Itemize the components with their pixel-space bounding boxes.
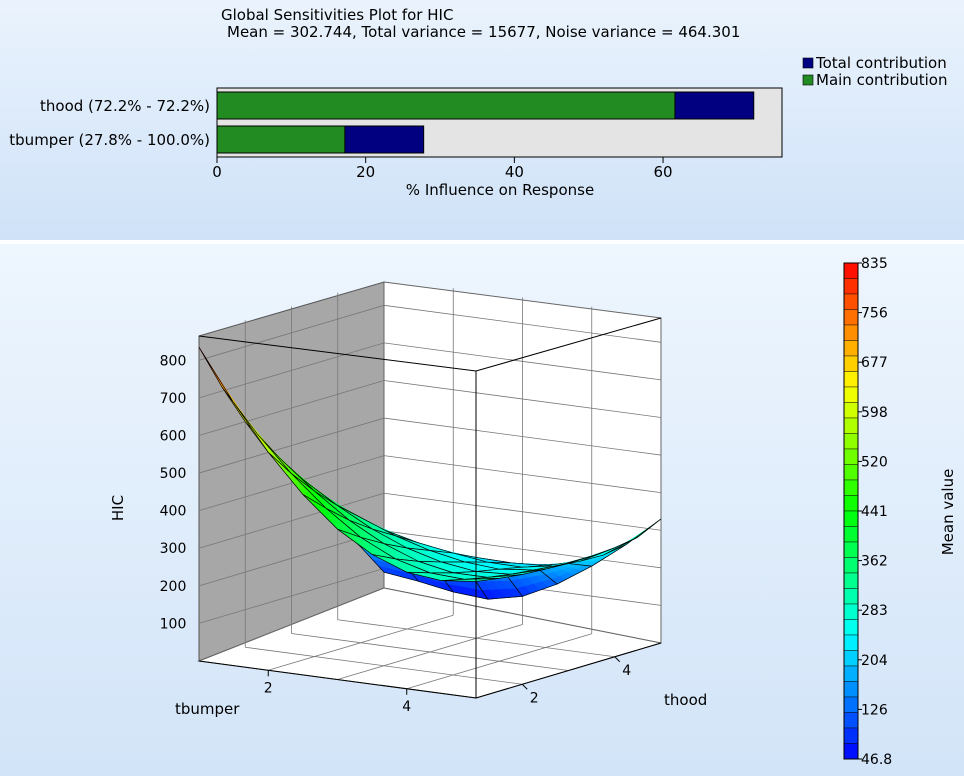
tbumper-tick-label-0: 2 (264, 680, 273, 696)
z-tick-label-4: 500 (160, 466, 187, 482)
colorbar: 835 756 677 598 520 441 362 283 204 126 46.8 (844, 256, 892, 768)
colorbar-tick-label-0: 835 (861, 256, 888, 272)
colorbar-tick-label-8: 204 (861, 653, 888, 669)
legend-total-swatch (803, 58, 813, 68)
colorbar-segment-16 (844, 511, 858, 527)
colorbar-segment-30 (844, 728, 858, 744)
colorbar-tick-label-2: 677 (861, 355, 888, 371)
z-tick-label-0: 100 (160, 616, 187, 632)
y-axis-label-thood: thood (664, 691, 707, 709)
sensitivity-panel: Global Sensitivities Plot for HIC Mean =… (0, 0, 964, 240)
colorbar-segment-18 (844, 542, 858, 558)
z-tick-label-7: 800 (160, 353, 187, 369)
colorbar-segment-8 (844, 387, 858, 403)
colorbar-segment-11 (844, 434, 858, 450)
z-tick-label-1: 200 (160, 579, 187, 595)
colorbar-segment-10 (844, 418, 858, 434)
colorbar-segment-0 (844, 263, 858, 279)
surface-panel: 100 200 300 400 500 600 700 800 2 4 2 4 HIC tbump… (0, 244, 964, 776)
colorbar-segment-5 (844, 341, 858, 357)
bar-main-1 (217, 126, 345, 153)
colorbar-segment-31 (844, 744, 858, 760)
legend-main-swatch (803, 75, 813, 85)
bar-main-0 (217, 92, 675, 119)
colorbar-segment-13 (844, 465, 858, 481)
colorbar-segment-7 (844, 372, 858, 388)
colorbar-segment-2 (844, 294, 858, 310)
sensitivity-title: Global Sensitivities Plot for HIC (221, 6, 453, 24)
x-tick-label-3: 60 (654, 163, 673, 181)
colorbar-tick-label-7: 283 (861, 603, 888, 619)
colorbar-segment-25 (844, 651, 858, 667)
colorbar-tick-label-10: 46.8 (861, 752, 892, 768)
colorbar-segment-27 (844, 682, 858, 698)
colorbar-tick-label-9: 126 (861, 702, 888, 718)
legend-main-label: Main contribution (816, 71, 947, 89)
x-axis-label: % Influence on Response (406, 181, 594, 199)
colorbar-segment-14 (844, 480, 858, 496)
z-axis-label: HIC (109, 495, 127, 521)
thood-tick-label-1: 4 (622, 663, 631, 679)
colorbar-tick-label-6: 362 (861, 554, 888, 570)
x-tick-label-0: 0 (212, 163, 222, 181)
colorbar-tick-label-1: 756 (861, 306, 888, 322)
tbumper-tick-label-1: 4 (402, 699, 411, 715)
thood-tick-1 (615, 657, 620, 662)
z-tick-label-5: 600 (160, 428, 187, 444)
colorbar-segment-20 (844, 573, 858, 589)
colorbar-segment-3 (844, 310, 858, 326)
thood-tick-0 (522, 684, 527, 689)
sensitivity-chart: Global Sensitivities Plot for HIC Mean =… (0, 0, 964, 240)
colorbar-segment-26 (844, 666, 858, 682)
z-tick-label-2: 300 (160, 541, 187, 557)
colorbar-tick-label-5: 441 (861, 504, 888, 520)
colorbar-label: Mean value (939, 469, 957, 556)
colorbar-segment-23 (844, 620, 858, 636)
thood-tick-label-0: 2 (530, 690, 539, 706)
colorbar-segment-1 (844, 279, 858, 295)
legend-total-label: Total contribution (815, 54, 947, 72)
sensitivity-subtitle: Mean = 302.744, Total variance = 15677, … (227, 23, 740, 41)
colorbar-segment-19 (844, 558, 858, 574)
colorbar-segment-6 (844, 356, 858, 372)
colorbar-segment-4 (844, 325, 858, 341)
z-tick-label-3: 400 (160, 504, 187, 520)
colorbar-segment-28 (844, 697, 858, 713)
colorbar-segment-15 (844, 496, 858, 512)
colorbar-segment-29 (844, 713, 858, 729)
colorbar-segment-24 (844, 635, 858, 651)
colorbar-segment-21 (844, 589, 858, 605)
colorbar-segment-22 (844, 604, 858, 620)
surface-chart: 100 200 300 400 500 600 700 800 2 4 2 4 HIC tbump… (0, 244, 964, 776)
x-tick-label-2: 40 (505, 163, 524, 181)
category-label-1: tbumper (27.8% - 100.0%) (9, 131, 210, 149)
colorbar-segment-17 (844, 527, 858, 543)
z-tick-label-6: 700 (160, 391, 187, 407)
category-label-0: thood (72.2% - 72.2%) (40, 97, 210, 115)
colorbar-tick-label-4: 520 (861, 454, 888, 470)
x-axis-label-tbumper: tbumper (175, 700, 240, 718)
x-tick-label-1: 20 (356, 163, 375, 181)
legend: Total contribution Main contribution (803, 54, 947, 89)
colorbar-segment-12 (844, 449, 858, 465)
colorbar-segment-9 (844, 403, 858, 419)
colorbar-tick-label-3: 598 (861, 405, 888, 421)
